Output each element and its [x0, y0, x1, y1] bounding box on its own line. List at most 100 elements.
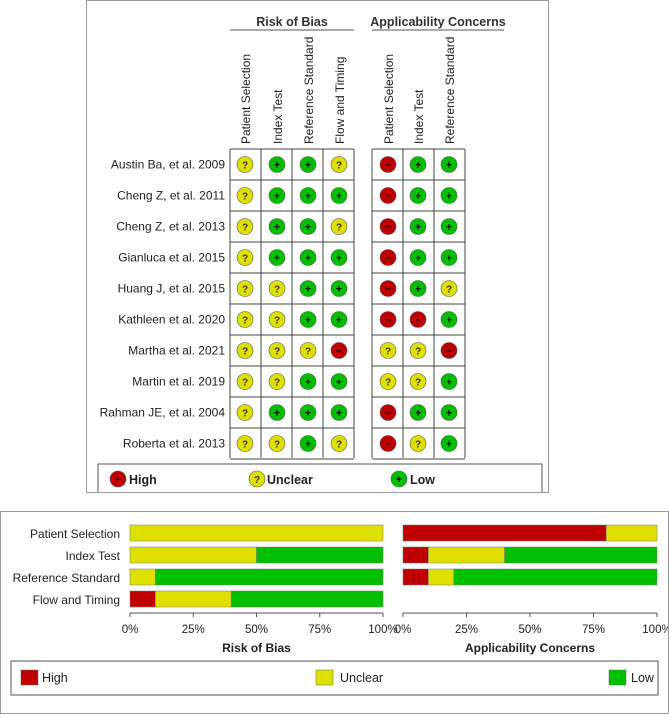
risk-of-bias-judgement: ? — [236, 249, 254, 266]
applicability-judgement: + — [440, 218, 458, 235]
low-dot — [440, 435, 458, 452]
legend-high-label: High — [129, 473, 157, 487]
high-symbol: − — [385, 315, 391, 327]
low-dot — [299, 156, 317, 173]
low-symbol: + — [305, 284, 311, 296]
applicability-column-header: Reference Standard — [443, 37, 457, 144]
unclear-symbol: ? — [336, 223, 342, 234]
unclear-symbol: ? — [274, 316, 280, 327]
unclear-dot — [379, 373, 397, 390]
risk-of-bias-judgement: + — [268, 218, 286, 235]
low-symbol: + — [446, 315, 452, 327]
high-dot — [379, 404, 397, 421]
graph-legend-high-label: High — [42, 671, 68, 685]
high-dot — [379, 311, 397, 328]
unclear-symbol: ? — [274, 285, 280, 296]
applicability-judgement: − — [409, 311, 427, 328]
unclear-dot — [409, 435, 427, 452]
high-dot — [379, 249, 397, 266]
low-dot — [299, 373, 317, 390]
legend-unclear-marker: ? — [248, 470, 266, 488]
risk-of-bias-judgement: + — [299, 435, 317, 452]
applicability-judgement: + — [440, 435, 458, 452]
applicability-judgement: + — [409, 187, 427, 204]
bar-segment-high — [129, 590, 156, 608]
high-symbol: − — [385, 439, 391, 451]
low-symbol: + — [274, 253, 280, 265]
risk-of-bias-judgement: + — [299, 280, 317, 297]
unclear-symbol: ? — [385, 347, 391, 358]
high-dot — [379, 218, 397, 235]
risk-of-bias-judgement: ? — [236, 404, 254, 421]
low-dot — [409, 218, 427, 235]
risk-of-bias-column-header: Flow and Timing — [333, 57, 347, 144]
low-dot — [268, 218, 286, 235]
applicability-judgement: ? — [379, 342, 397, 359]
applicability-judgement: − — [440, 342, 458, 359]
low-dot — [299, 404, 317, 421]
low-dot — [440, 373, 458, 390]
risk-of-bias-judgement: ? — [299, 342, 317, 359]
graph-legend-box — [10, 660, 659, 696]
risk-of-bias-judgement: ? — [236, 373, 254, 390]
legend-low-marker: + — [390, 470, 408, 488]
legend-box — [97, 463, 543, 494]
low-symbol: + — [274, 408, 280, 420]
high-dot — [379, 435, 397, 452]
low-symbol: + — [446, 408, 452, 420]
unclear-symbol: ? — [242, 223, 248, 234]
unclear-symbol: ? — [242, 409, 248, 420]
x-tick-label: 50% — [518, 624, 541, 636]
unclear-symbol: ? — [242, 161, 248, 172]
unclear-dot — [268, 435, 286, 452]
bar-segment-unclear — [129, 546, 257, 564]
unclear-dot — [236, 404, 254, 421]
low-symbol: + — [305, 439, 311, 451]
high-symbol: − — [336, 346, 342, 358]
bar-segment-high — [402, 546, 429, 564]
bar-segment-unclear — [129, 568, 156, 586]
risk-of-bias-judgement: + — [268, 156, 286, 173]
study-label: Rahman JE, et al. 2004 — [100, 406, 226, 420]
bar-segment-low — [230, 590, 384, 608]
unclear-dot — [236, 156, 254, 173]
risk-of-bias-judgement: − — [330, 342, 348, 359]
graph-legend-unclear-swatch — [315, 669, 334, 686]
applicability-judgement: ? — [440, 280, 458, 297]
risk-of-bias-judgement: + — [299, 187, 317, 204]
x-tick-label: 100% — [368, 624, 397, 636]
risk-of-bias-judgement: ? — [236, 156, 254, 173]
risk-of-bias-judgement: + — [330, 311, 348, 328]
bar-segment-unclear — [428, 546, 505, 564]
unclear-dot — [236, 373, 254, 390]
x-tick-label: 75% — [582, 624, 605, 636]
low-symbol: + — [305, 408, 311, 420]
low-symbol: + — [305, 160, 311, 172]
low-dot — [268, 249, 286, 266]
unclear-dot — [236, 249, 254, 266]
unclear-dot — [299, 342, 317, 359]
x-tick-label: 0% — [122, 624, 139, 636]
graph-legend-low-label: Low — [631, 671, 655, 685]
graph-axis-title: Risk of Bias — [222, 641, 291, 655]
unclear-dot — [236, 311, 254, 328]
unclear-symbol: ? — [415, 440, 421, 451]
low-dot — [299, 435, 317, 452]
applicability-judgement: − — [379, 218, 397, 235]
risk-of-bias-judgement: ? — [236, 342, 254, 359]
legend-high-marker: − — [109, 470, 127, 488]
low-symbol: + — [415, 408, 421, 420]
high-symbol: − — [115, 474, 121, 486]
low-dot — [330, 187, 348, 204]
unclear-dot — [268, 373, 286, 390]
applicability-judgement: ? — [379, 373, 397, 390]
high-dot — [109, 470, 127, 488]
applicability-column-header: Index Test — [412, 89, 426, 144]
low-symbol: + — [396, 474, 402, 486]
unclear-dot — [409, 373, 427, 390]
low-symbol: + — [415, 253, 421, 265]
low-symbol: + — [305, 191, 311, 203]
applicability-judgement: + — [440, 373, 458, 390]
low-symbol: + — [446, 222, 452, 234]
unclear-symbol: ? — [242, 192, 248, 203]
